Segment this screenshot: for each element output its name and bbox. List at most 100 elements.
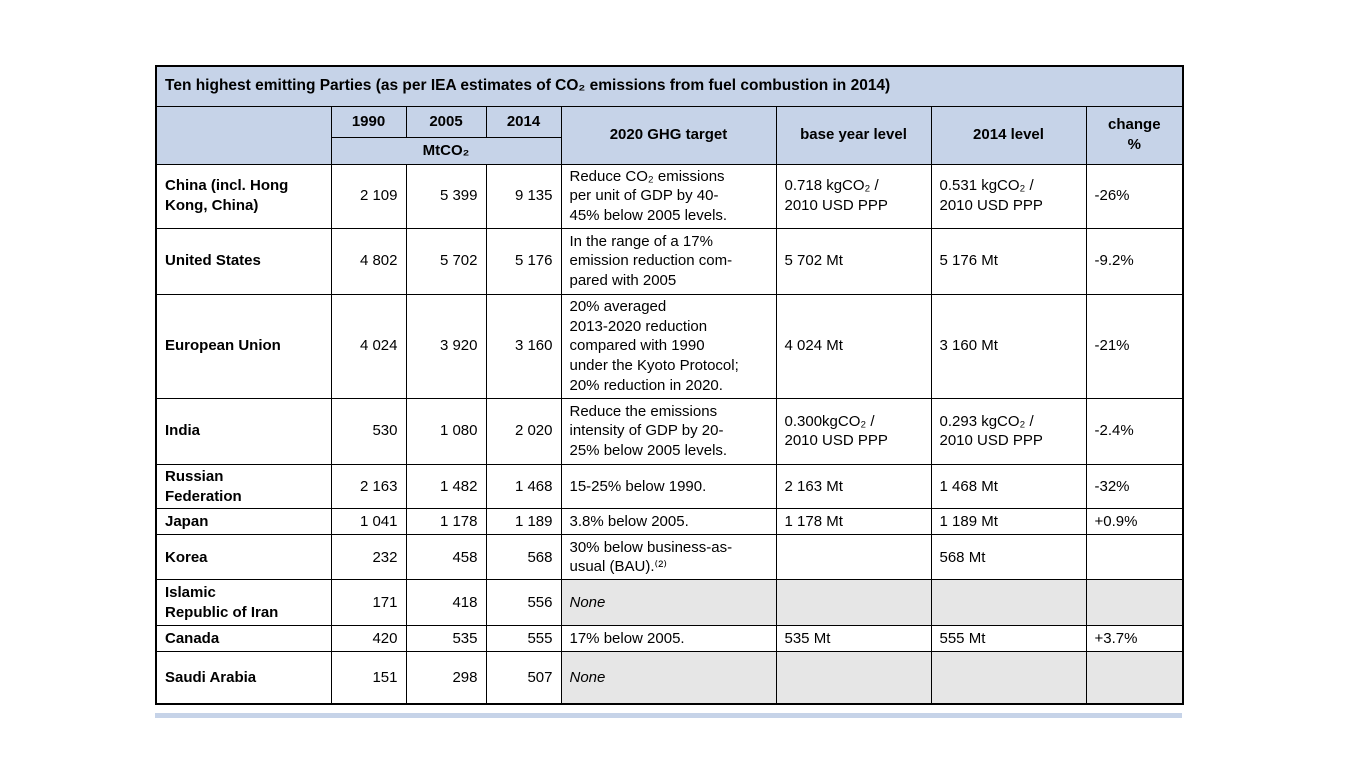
emissions-1990: 2 163 <box>330 463 407 510</box>
base-year-level: 2 163 Mt <box>775 463 932 510</box>
level-2014: 1 189 Mt <box>930 508 1087 536</box>
table-row: Saudi Arabia 151 298 507 None <box>155 651 1184 705</box>
emissions-table: Ten highest emitting Parties (as per IEA… <box>155 65 1185 705</box>
level-2014: 5 176 Mt <box>930 227 1087 295</box>
level-2014: 568 Mt <box>930 534 1087 581</box>
ghg-target: 20% averaged 2013-2020 reduction compare… <box>560 293 777 399</box>
emissions-1990: 4 802 <box>330 227 407 295</box>
unit-header: MtCO₂ <box>330 136 562 165</box>
base-year-level: 0.718 kgCO₂ / 2010 USD PPP <box>775 163 932 229</box>
emissions-2005: 418 <box>405 579 487 627</box>
column-header-change: change % <box>1085 105 1184 165</box>
party-name: Islamic Republic of Iran <box>155 579 332 627</box>
emissions-2005: 458 <box>405 534 487 581</box>
emissions-1990: 171 <box>330 579 407 627</box>
change-percent: +3.7% <box>1085 625 1184 653</box>
party-name: Canada <box>155 625 332 653</box>
level-2014 <box>930 579 1087 627</box>
emissions-1990: 2 109 <box>330 163 407 229</box>
emissions-2014: 3 160 <box>485 293 562 399</box>
party-name: India <box>155 397 332 465</box>
column-header-base-level: base year level <box>775 105 932 165</box>
ghg-target: 3.8% below 2005. <box>560 508 777 536</box>
party-name: Saudi Arabia <box>155 651 332 705</box>
base-year-level <box>775 534 932 581</box>
base-year-level: 4 024 Mt <box>775 293 932 399</box>
emissions-2005: 1 482 <box>405 463 487 510</box>
column-header-1990: 1990 <box>330 105 407 138</box>
level-2014: 0.531 kgCO₂ / 2010 USD PPP <box>930 163 1087 229</box>
party-name: United States <box>155 227 332 295</box>
change-percent: -9.2% <box>1085 227 1184 295</box>
base-year-level <box>775 579 932 627</box>
emissions-2005: 1 178 <box>405 508 487 536</box>
change-percent: -32% <box>1085 463 1184 510</box>
ghg-target: In the range of a 17% emission reduction… <box>560 227 777 295</box>
level-2014: 3 160 Mt <box>930 293 1087 399</box>
change-percent: -26% <box>1085 163 1184 229</box>
emissions-2014: 2 020 <box>485 397 562 465</box>
emissions-1990: 420 <box>330 625 407 653</box>
level-2014: 555 Mt <box>930 625 1087 653</box>
next-table-section-strip <box>155 713 1182 718</box>
emissions-2014: 568 <box>485 534 562 581</box>
level-2014: 1 468 Mt <box>930 463 1087 510</box>
emissions-2014: 507 <box>485 651 562 705</box>
party-column-header <box>155 105 332 165</box>
table-row: Japan 1 041 1 178 1 189 3.8% below 2005.… <box>155 508 1184 536</box>
table-title-row: Ten highest emitting Parties (as per IEA… <box>155 65 1184 107</box>
emissions-2014: 9 135 <box>485 163 562 229</box>
ghg-target: None <box>560 579 777 627</box>
emissions-1990: 1 041 <box>330 508 407 536</box>
level-2014: 0.293 kgCO₂ / 2010 USD PPP <box>930 397 1087 465</box>
change-percent: -21% <box>1085 293 1184 399</box>
level-2014 <box>930 651 1087 705</box>
table-row: China (incl. Hong Kong, China) 2 109 5 3… <box>155 163 1184 229</box>
emissions-2005: 3 920 <box>405 293 487 399</box>
table-row: Korea 232 458 568 30% below business-as-… <box>155 534 1184 581</box>
party-name: Japan <box>155 508 332 536</box>
change-percent <box>1085 651 1184 705</box>
table-row: Russian Federation 2 163 1 482 1 468 15-… <box>155 463 1184 510</box>
ghg-target: 15-25% below 1990. <box>560 463 777 510</box>
base-year-level <box>775 651 932 705</box>
party-name: Russian Federation <box>155 463 332 510</box>
table-unit-row: MtCO₂ <box>156 136 1183 165</box>
party-name: European Union <box>155 293 332 399</box>
emissions-2005: 5 399 <box>405 163 487 229</box>
change-percent <box>1085 579 1184 627</box>
base-year-level: 5 702 Mt <box>775 227 932 295</box>
change-percent: -2.4% <box>1085 397 1184 465</box>
emissions-1990: 151 <box>330 651 407 705</box>
emissions-1990: 232 <box>330 534 407 581</box>
ghg-target: 17% below 2005. <box>560 625 777 653</box>
table-row: Islamic Republic of Iran 171 418 556 Non… <box>155 579 1184 627</box>
emissions-2005: 5 702 <box>405 227 487 295</box>
ghg-target: Reduce the emissions intensity of GDP by… <box>560 397 777 465</box>
emissions-2014: 1 189 <box>485 508 562 536</box>
table-row: European Union 4 024 3 920 3 160 20% ave… <box>155 293 1184 399</box>
emissions-2014: 5 176 <box>485 227 562 295</box>
table-row: United States 4 802 5 702 5 176 In the r… <box>155 227 1184 295</box>
table-row: India 530 1 080 2 020 Reduce the emissio… <box>155 397 1184 465</box>
party-name: Korea <box>155 534 332 581</box>
party-name: China (incl. Hong Kong, China) <box>155 163 332 229</box>
emissions-2005: 535 <box>405 625 487 653</box>
ghg-target: Reduce CO₂ emissions per unit of GDP by … <box>560 163 777 229</box>
base-year-level: 1 178 Mt <box>775 508 932 536</box>
emissions-2014: 1 468 <box>485 463 562 510</box>
column-header-2005: 2005 <box>405 105 487 138</box>
emissions-2005: 1 080 <box>405 397 487 465</box>
change-percent <box>1085 534 1184 581</box>
emissions-1990: 4 024 <box>330 293 407 399</box>
emissions-2014: 555 <box>485 625 562 653</box>
table-row: Canada 420 535 555 17% below 2005. 535 M… <box>155 625 1184 653</box>
table-title: Ten highest emitting Parties (as per IEA… <box>155 65 1184 107</box>
ghg-target: 30% below business-as- usual (BAU).⁽²⁾ <box>560 534 777 581</box>
emissions-1990: 530 <box>330 397 407 465</box>
column-header-target: 2020 GHG target <box>560 105 777 165</box>
emissions-2005: 298 <box>405 651 487 705</box>
change-percent: +0.9% <box>1085 508 1184 536</box>
emissions-2014: 556 <box>485 579 562 627</box>
